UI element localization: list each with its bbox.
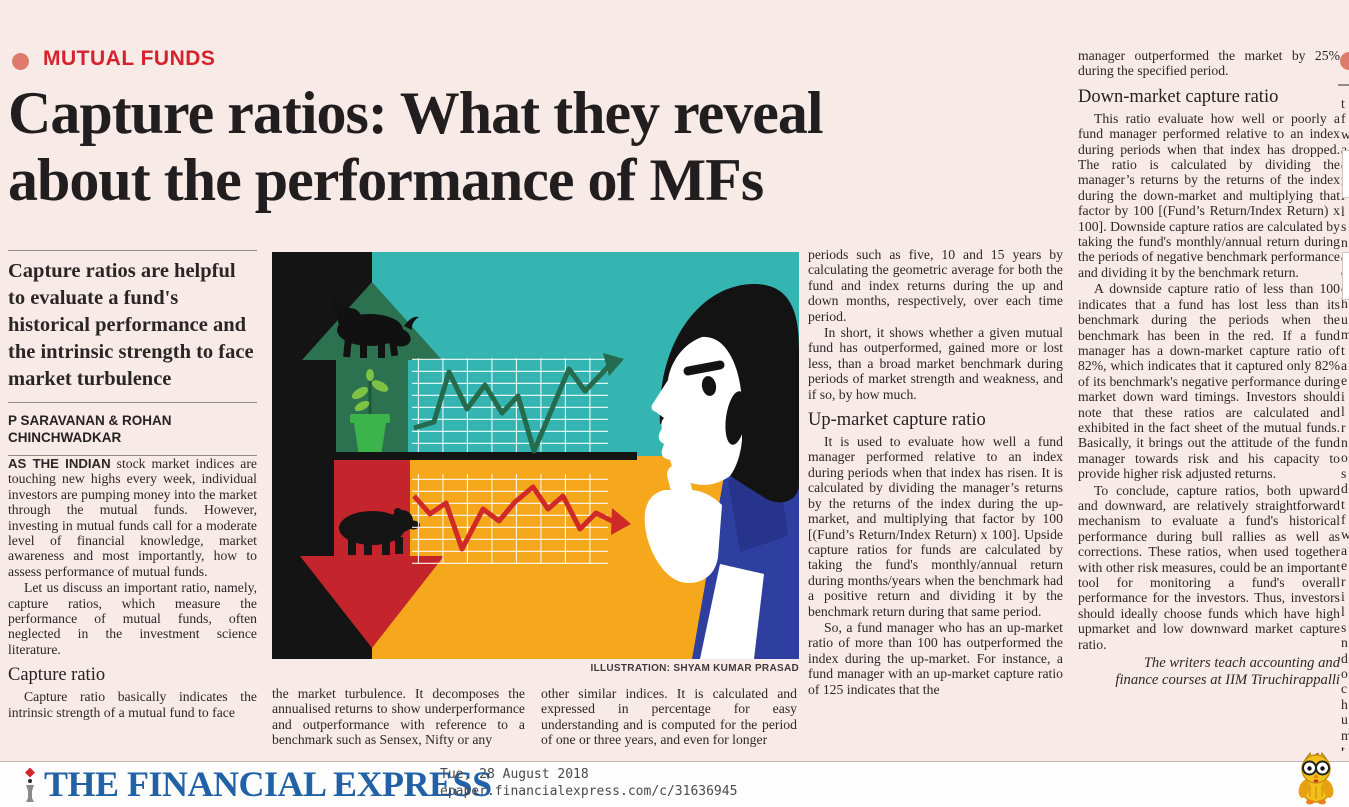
article-headline: Capture ratios: What they reveal about t… [8, 80, 1068, 214]
paragraph: In short, it shows whether a given mutua… [808, 325, 1063, 402]
kicker-dot-icon [12, 53, 29, 70]
adjacent-article-dot [1340, 52, 1349, 70]
face [651, 336, 742, 485]
epaper-footer: THE FINANCIAL EXPRESS Tue, 28 August 201… [0, 761, 1349, 807]
owl-mascot-icon [1298, 751, 1334, 805]
paragraph: A downside capture ratio of less than 10… [1078, 281, 1340, 482]
subhead-capture-ratio: Capture ratio [8, 665, 106, 686]
downtrend-arrowhead-icon [611, 508, 631, 535]
bull-bear-illustration [272, 252, 799, 659]
financial-express-logo-icon [25, 768, 35, 802]
edge-fragment-box [1342, 252, 1349, 300]
masthead: THE FINANCIAL EXPRESS [44, 764, 492, 804]
column-2: the market turbulence. It decomposes the… [272, 686, 525, 748]
bear-icon [339, 508, 420, 555]
subhead-down-market: Down-market capture ratio [1078, 86, 1279, 107]
column-1: Capture ratios are helpful to evaluate a… [8, 250, 257, 720]
downtrend-line [412, 484, 616, 552]
plant-icon [350, 369, 390, 456]
standfirst: Capture ratios are helpful to evaluate a… [8, 260, 254, 390]
paragraph: manager outperformed the market by 25% d… [1078, 48, 1340, 79]
adjacent-article-rule [1338, 84, 1349, 86]
headline-line-2: about the performance of MFs [8, 147, 764, 213]
column-3: other similar indices. It is calculated … [541, 686, 797, 748]
paragraph: So, a fund manager who has an up-market … [808, 619, 1063, 697]
column-4: periods such as five, 10 and 15 years by… [808, 247, 1063, 697]
thinking-man [644, 284, 799, 659]
paragraph: other similar indices. It is calculated … [541, 686, 797, 748]
bull-icon [332, 297, 419, 358]
sideburn [725, 391, 747, 445]
paragraph: Let us discuss an important ratio, namel… [8, 580, 257, 657]
publication-date: Tue, 28 August 2018 [440, 767, 589, 782]
paragraph: To conclude, capture ratios, both upward… [1078, 482, 1340, 652]
fist [644, 489, 722, 584]
subhead-up-market: Up-market capture ratio [808, 410, 986, 431]
author-signoff: The writers teach accounting and finance… [1078, 655, 1340, 689]
mid-divider [272, 452, 637, 460]
section-kicker: MUTUAL FUNDS [43, 47, 216, 70]
lead-in: AS THE INDIAN [8, 456, 111, 471]
eyebrow [683, 360, 725, 376]
down-grid [412, 474, 608, 564]
signoff-line-2: finance courses at IIM Tiruchirappalli [1115, 672, 1340, 689]
byline: P SARAVANAN & ROHAN CHINCHWADKAR [8, 413, 172, 445]
paragraph: the market turbulence. It decomposes the… [272, 686, 525, 748]
illustration-caption: ILLUSTRATION: SHYAM KUMAR PRASAD [590, 663, 799, 674]
divider [8, 250, 257, 251]
paragraph: This ratio evaluate how well or poorly a… [1078, 110, 1340, 280]
paragraph-text: stock market indices are touching new hi… [8, 456, 257, 579]
paragraph: It is used to evaluate how well a fund m… [808, 434, 1063, 619]
eye-icon [701, 376, 717, 396]
paragraph: periods such as five, 10 and 15 years by… [808, 247, 1063, 324]
paragraph: Capture ratio basically indicates the in… [8, 689, 257, 720]
headline-line-1: Capture ratios: What they reveal [8, 80, 824, 146]
paragraph: AS THE INDIAN stock market indices are t… [8, 456, 257, 579]
column-5: manager outperformed the market by 25% d… [1078, 48, 1340, 689]
epaper-url: epaper.financialexpress.com/c/31636945 [440, 784, 738, 799]
divider [8, 455, 257, 456]
signoff-line-1: The writers teach accounting and [1143, 655, 1340, 672]
uptrend-line [413, 365, 610, 454]
divider [8, 402, 257, 403]
publication-meta: Tue, 28 August 2018 epaper.financialexpr… [440, 766, 737, 800]
edge-fragment-box [1342, 150, 1349, 198]
forearm [700, 564, 764, 659]
uptrend-arrowhead-icon [603, 353, 624, 376]
